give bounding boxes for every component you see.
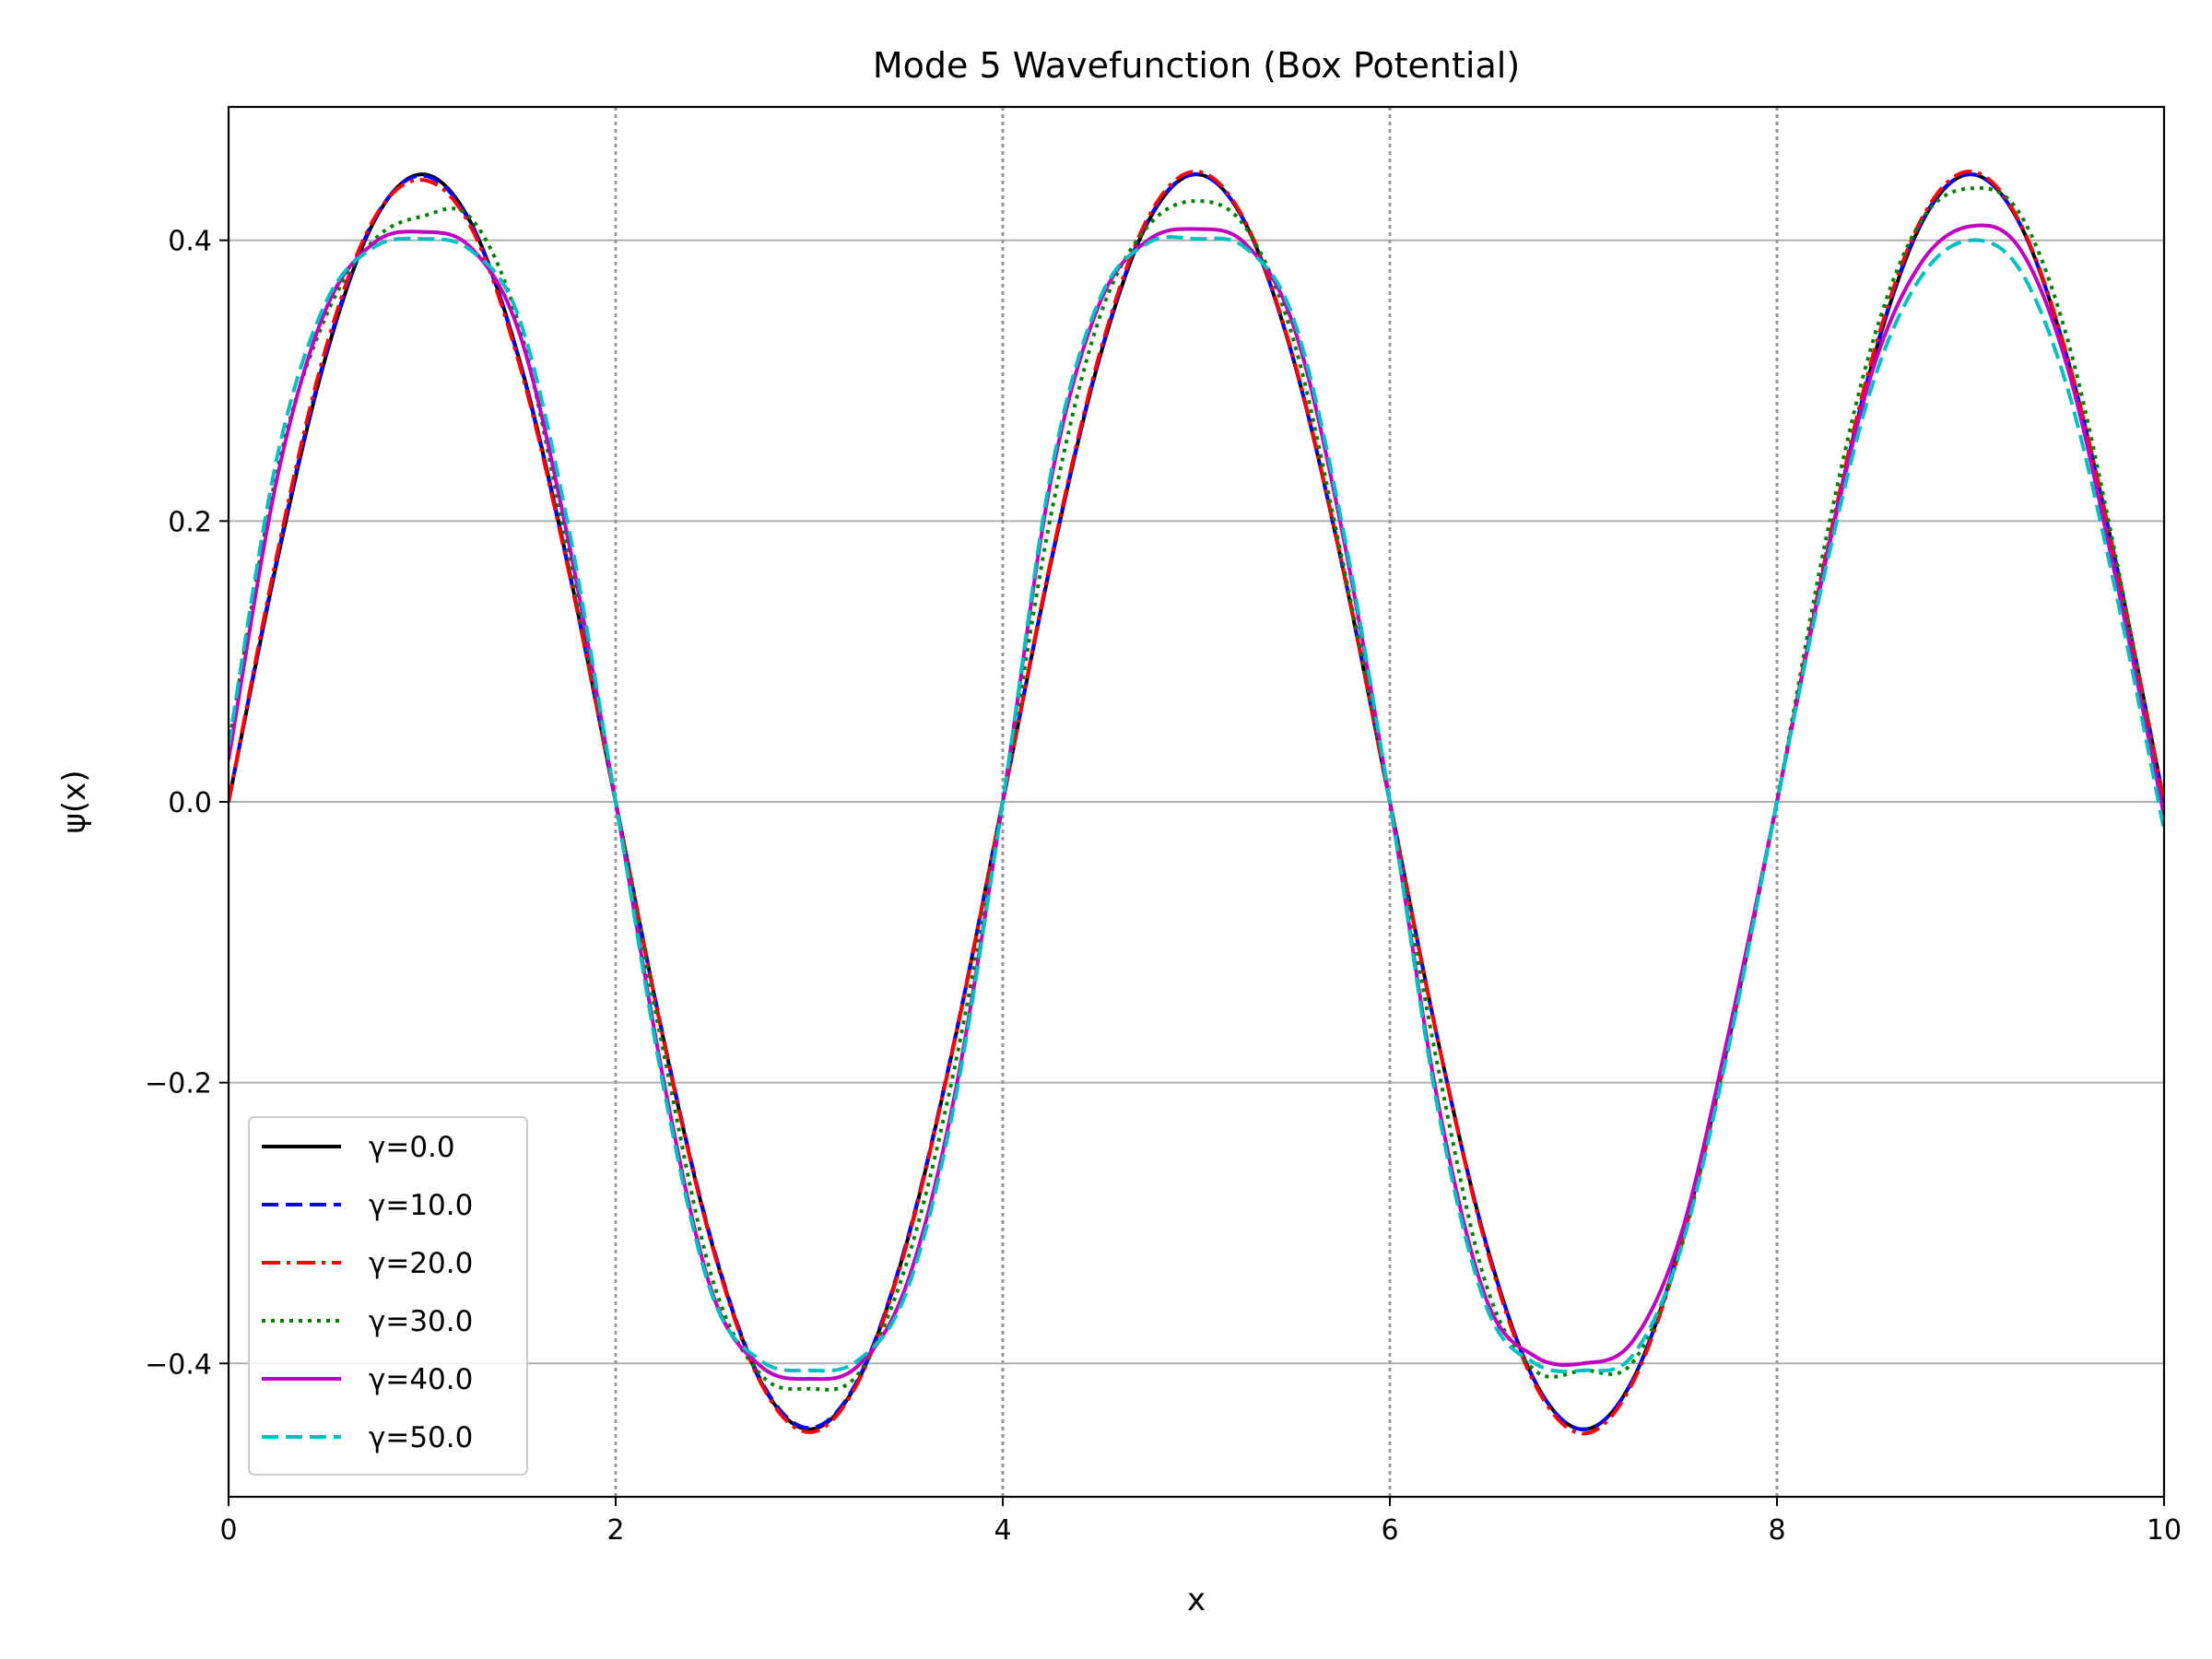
legend-label: γ=50.0 bbox=[369, 1421, 473, 1454]
y-tick-label: −0.2 bbox=[145, 1068, 212, 1100]
series-line-3 bbox=[229, 185, 2164, 1392]
y-axis: −0.4 −0.2 0.0 0.2 0.4 bbox=[145, 226, 229, 1381]
y-axis-label: ψ(x) bbox=[56, 770, 93, 833]
y-tick-label: −0.4 bbox=[145, 1348, 212, 1381]
x-tick-label: 4 bbox=[994, 1514, 1011, 1547]
y-tick-label: 0.4 bbox=[168, 226, 212, 258]
legend-label: γ=20.0 bbox=[369, 1247, 473, 1280]
x-tick-label: 6 bbox=[1381, 1514, 1398, 1547]
legend-label: γ=10.0 bbox=[369, 1189, 473, 1222]
legend-label: γ=30.0 bbox=[369, 1305, 473, 1338]
y-tick-label: 0.2 bbox=[168, 506, 212, 538]
x-axis: 0 2 4 6 8 10 bbox=[219, 1497, 2182, 1547]
series-layer bbox=[229, 170, 2164, 1436]
series-line-5 bbox=[229, 235, 2164, 1374]
x-tick-label: 8 bbox=[1768, 1514, 1785, 1547]
y-tick-label: 0.0 bbox=[168, 787, 212, 819]
legend-label: γ=0.0 bbox=[369, 1131, 455, 1164]
x-tick-label: 10 bbox=[2147, 1514, 2182, 1547]
x-tick-label: 0 bbox=[219, 1514, 237, 1547]
legend: γ=0.0 γ=10.0 γ=20.0 γ=30.0 γ=40.0 γ=50.0 bbox=[248, 1116, 528, 1476]
x-axis-label: x bbox=[1187, 1582, 1206, 1618]
chart-title: Mode 5 Wavefunction (Box Potential) bbox=[873, 45, 1520, 86]
x-tick-label: 2 bbox=[606, 1514, 624, 1547]
legend-label: γ=40.0 bbox=[369, 1363, 473, 1396]
